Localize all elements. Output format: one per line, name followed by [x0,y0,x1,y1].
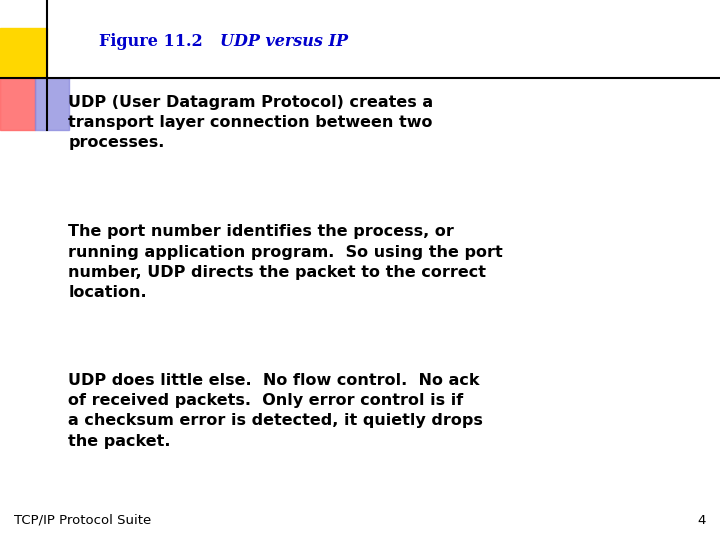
Text: UDP versus IP: UDP versus IP [220,32,348,50]
Text: Figure 11.2: Figure 11.2 [99,32,203,50]
Bar [0,28,47,78]
Bar [0,78,35,130]
Text: UDP does little else.  No flow control.  No ack
of received packets.  Only error: UDP does little else. No flow control. N… [68,373,483,449]
Text: The port number identifies the process, or
running application program.  So usin: The port number identifies the process, … [68,224,503,300]
Bar [35,78,69,130]
Text: 4: 4 [697,514,706,526]
Text: UDP (User Datagram Protocol) creates a
transport layer connection between two
pr: UDP (User Datagram Protocol) creates a t… [68,94,433,150]
Text: TCP/IP Protocol Suite: TCP/IP Protocol Suite [14,514,152,526]
